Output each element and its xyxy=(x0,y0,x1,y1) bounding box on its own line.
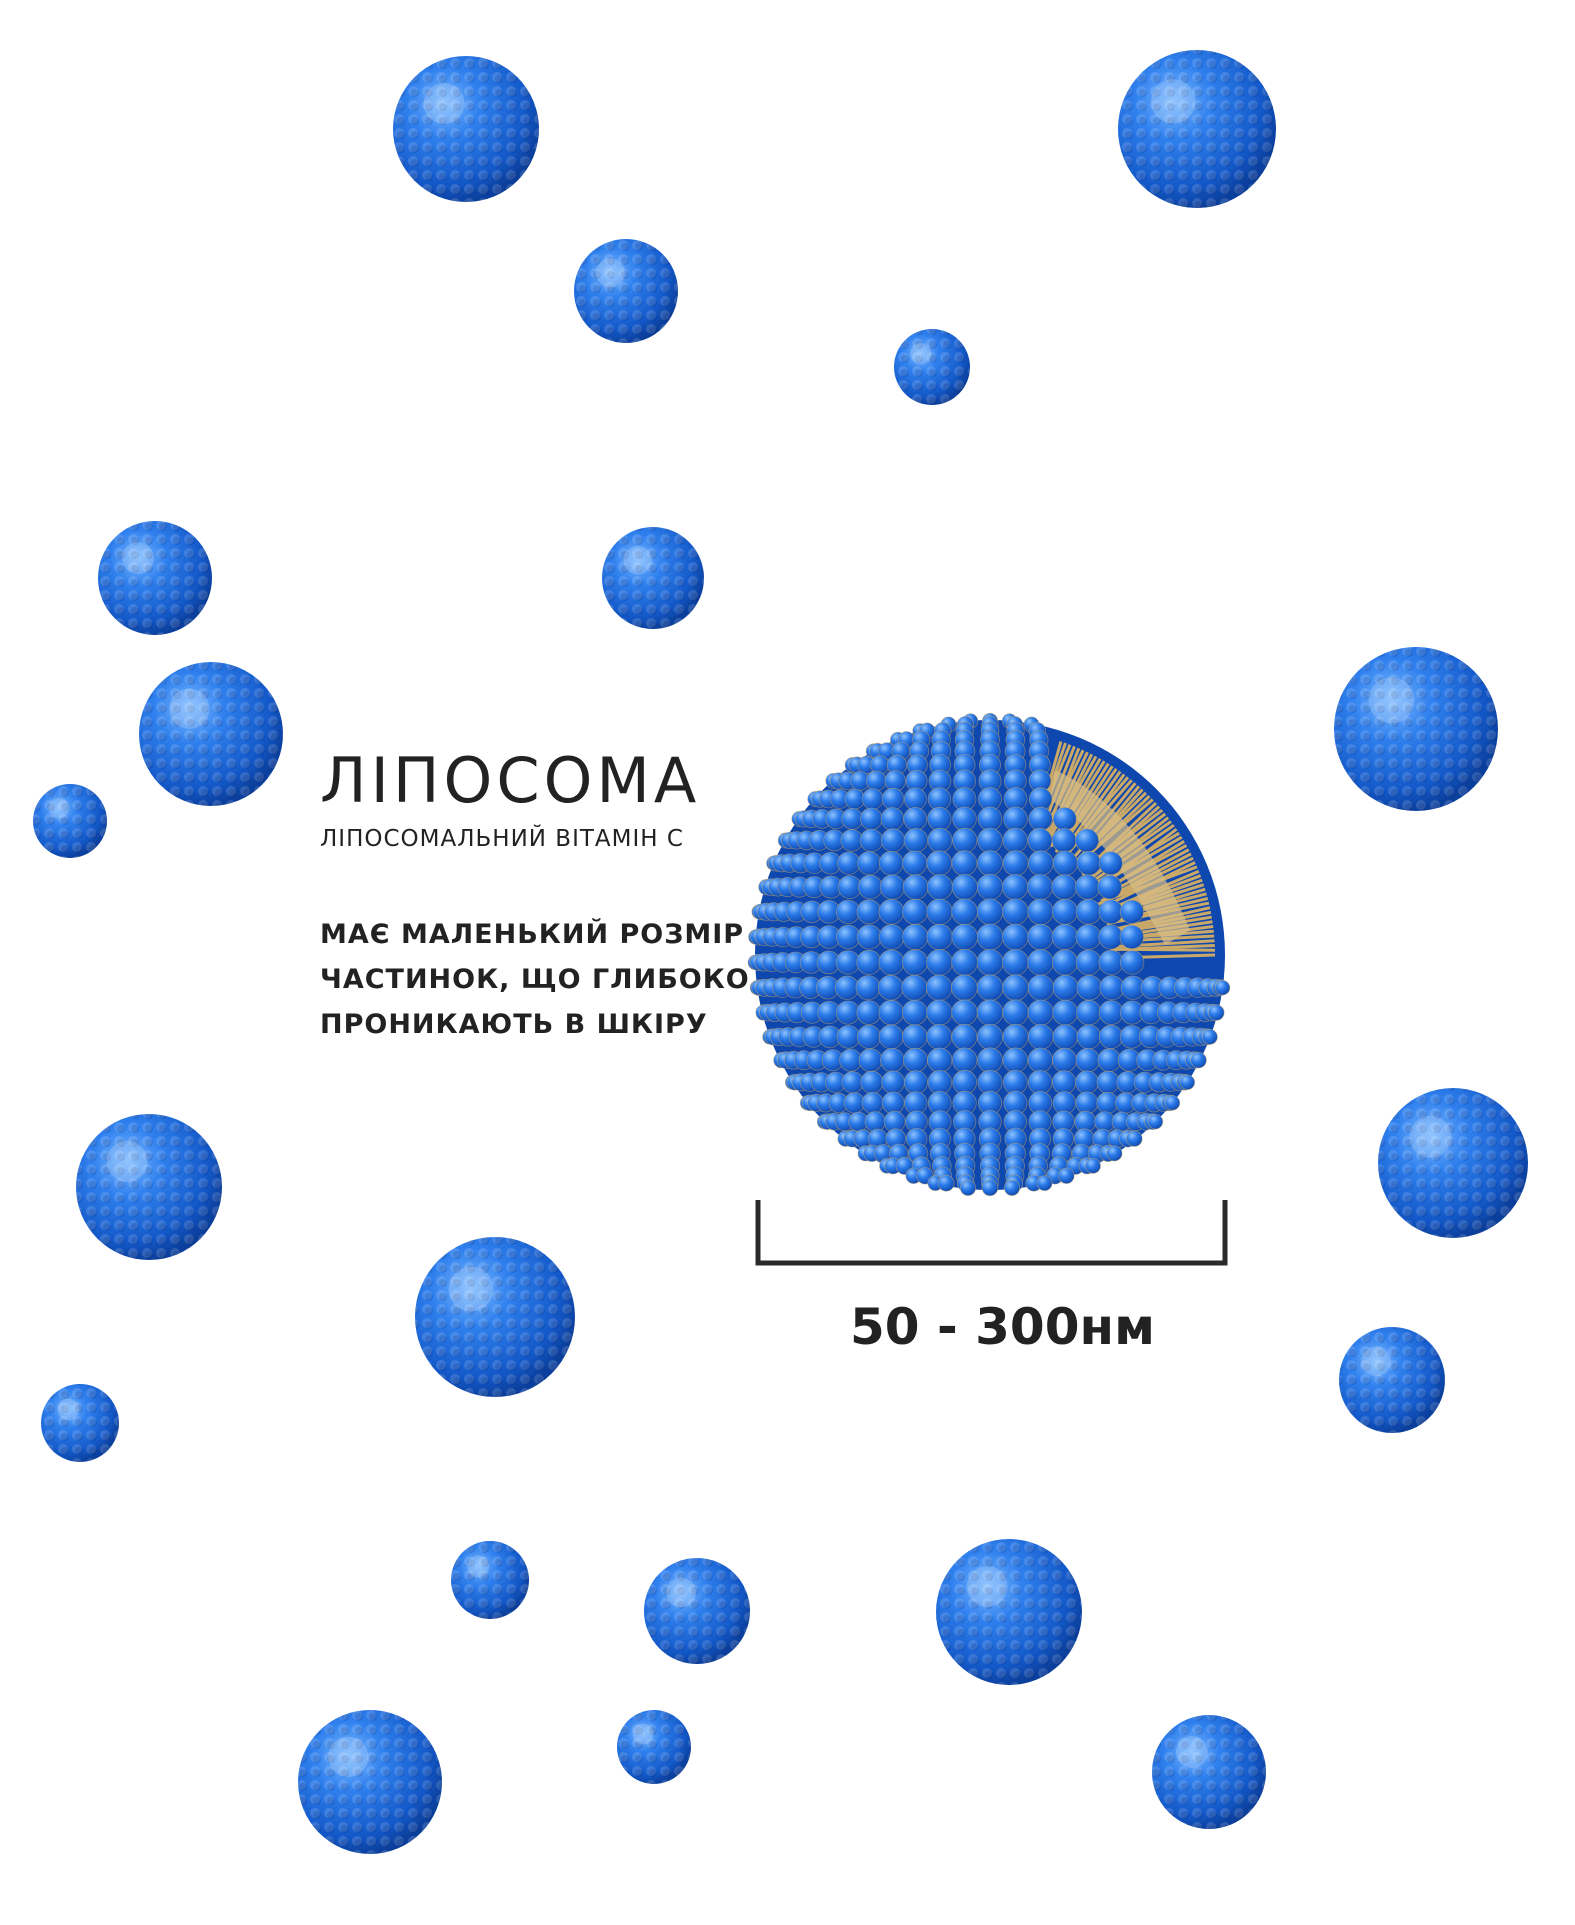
liposome-model xyxy=(748,713,1230,1196)
description-line: МАЄ МАЛЕНЬКИЙ РОЗМІР xyxy=(320,912,750,957)
description-line: ПРОНИКАЮТЬ В ШКІРУ xyxy=(320,1002,750,1047)
blue-sphere xyxy=(1378,1088,1528,1238)
blue-sphere xyxy=(1118,50,1276,208)
blue-sphere xyxy=(602,527,704,629)
page-title: ЛІПОСОМА xyxy=(320,750,750,812)
description-line: ЧАСТИНОК, ЩО ГЛИБОКО xyxy=(320,957,750,1002)
subtitle: ЛІПОСОМАЛЬНИЙ ВІТАМІН С xyxy=(320,826,750,852)
blue-sphere xyxy=(415,1237,575,1397)
blue-sphere xyxy=(298,1710,442,1854)
description: МАЄ МАЛЕНЬКИЙ РОЗМІР ЧАСТИНОК, ЩО ГЛИБОК… xyxy=(320,912,750,1047)
blue-sphere xyxy=(936,1539,1082,1685)
blue-sphere xyxy=(41,1384,119,1462)
blue-sphere xyxy=(1334,647,1498,811)
blue-sphere xyxy=(451,1541,529,1619)
blue-sphere xyxy=(33,784,107,858)
blue-sphere xyxy=(894,329,970,405)
blue-sphere xyxy=(1152,1715,1266,1829)
blue-sphere xyxy=(574,239,678,343)
size-bracket xyxy=(758,1200,1225,1263)
size-label: 50 - 300нм xyxy=(850,1298,1155,1356)
text-block: ЛІПОСОМА ЛІПОСОМАЛЬНИЙ ВІТАМІН С МАЄ МАЛ… xyxy=(320,750,750,1047)
blue-sphere xyxy=(1339,1327,1445,1433)
blue-sphere xyxy=(139,662,283,806)
blue-sphere xyxy=(76,1114,222,1260)
blue-sphere xyxy=(617,1710,691,1784)
blue-sphere xyxy=(393,56,539,202)
blue-sphere xyxy=(644,1558,750,1664)
blue-sphere xyxy=(98,521,212,635)
